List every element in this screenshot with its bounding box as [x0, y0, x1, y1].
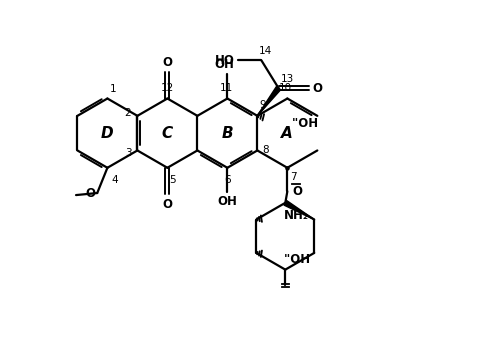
- Text: ''OH: ''OH: [284, 252, 311, 266]
- Text: OH: OH: [218, 195, 238, 208]
- Text: OH: OH: [214, 58, 234, 71]
- Text: 8: 8: [262, 145, 269, 156]
- Text: 1: 1: [110, 84, 117, 94]
- Text: 11: 11: [220, 83, 233, 93]
- Text: 14: 14: [259, 45, 272, 55]
- Text: 12: 12: [161, 83, 174, 93]
- Text: O: O: [162, 56, 172, 69]
- Text: 9: 9: [259, 100, 266, 110]
- Text: C: C: [162, 126, 173, 141]
- Text: 3: 3: [124, 148, 132, 158]
- Text: 6: 6: [224, 175, 230, 185]
- Text: NH₂: NH₂: [284, 209, 309, 222]
- Text: HO: HO: [214, 54, 234, 67]
- Text: ''OH: ''OH: [292, 117, 318, 130]
- Text: 13: 13: [280, 74, 294, 84]
- Text: 10: 10: [278, 83, 292, 93]
- Text: O: O: [312, 82, 322, 95]
- Polygon shape: [284, 201, 314, 220]
- Text: 4: 4: [112, 175, 118, 185]
- Polygon shape: [258, 86, 280, 116]
- Text: 7: 7: [290, 172, 297, 182]
- Text: 5: 5: [170, 175, 176, 185]
- Text: O: O: [292, 185, 302, 198]
- Text: O: O: [85, 186, 95, 199]
- Text: 2: 2: [124, 108, 132, 118]
- Text: D: D: [101, 126, 114, 141]
- Text: B: B: [222, 126, 233, 141]
- Text: O: O: [162, 198, 172, 211]
- Text: A: A: [282, 126, 293, 141]
